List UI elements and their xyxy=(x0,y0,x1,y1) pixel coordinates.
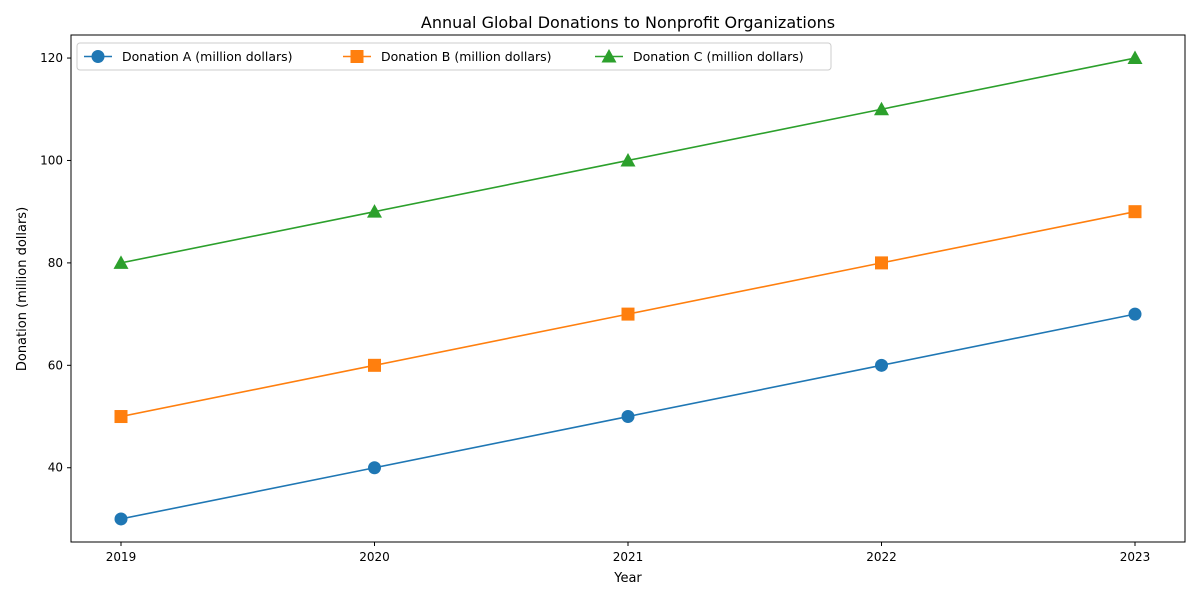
legend-label: Donation C (million dollars) xyxy=(633,49,804,64)
series-layer xyxy=(113,50,1143,526)
data-point xyxy=(1128,307,1142,321)
series-1 xyxy=(114,307,1142,526)
series-3 xyxy=(113,50,1143,269)
legend-box xyxy=(76,42,832,71)
legend-entry: Donation B (million dollars) xyxy=(343,49,552,64)
legend-marker xyxy=(601,49,617,63)
y-tick-label: 100 xyxy=(40,153,63,167)
legend-label: Donation A (million dollars) xyxy=(122,49,293,64)
data-point xyxy=(113,255,129,269)
data-point xyxy=(367,204,382,218)
data-point xyxy=(875,256,888,270)
data-point xyxy=(368,461,381,475)
data-point xyxy=(621,307,635,321)
chart-title: Annual Global Donations to Nonprofit Org… xyxy=(421,13,835,32)
y-axis-label: Donation (million dollars) xyxy=(15,207,30,371)
x-tick-label: 2019 xyxy=(106,550,137,564)
legend-label: Donation B (million dollars) xyxy=(381,49,552,64)
y-tick-label: 120 xyxy=(40,51,63,65)
x-tick-label: 2023 xyxy=(1120,550,1151,564)
x-tick-label: 2021 xyxy=(613,550,644,564)
y-tick-label: 80 xyxy=(48,256,63,270)
y-tick-label: 60 xyxy=(48,358,63,372)
legend-entry: Donation C (million dollars) xyxy=(595,49,804,64)
legend-marker xyxy=(350,50,364,63)
data-point xyxy=(620,152,636,167)
data-point xyxy=(874,101,889,116)
data-point xyxy=(1128,205,1142,219)
x-axis-label: Year xyxy=(613,571,642,586)
data-point xyxy=(1127,50,1143,65)
plot-area xyxy=(70,34,1186,543)
legend-marker xyxy=(91,50,105,63)
data-point xyxy=(114,410,128,424)
data-point xyxy=(114,512,128,526)
legend: Donation A (million dollars) Donation B (… xyxy=(76,42,832,71)
series-2 xyxy=(114,205,1142,424)
y-tick-label: 40 xyxy=(48,461,63,475)
x-axis: 2019 2020 2021 2022 2023 xyxy=(106,542,1151,564)
data-point xyxy=(621,410,635,424)
plot-frame xyxy=(70,34,1186,543)
x-tick-label: 2020 xyxy=(359,550,390,564)
y-axis: 40 60 80 100 120 xyxy=(40,51,71,475)
data-point xyxy=(368,358,381,372)
data-point xyxy=(875,358,888,372)
legend-entry: Donation A (million dollars) xyxy=(84,49,293,64)
x-tick-label: 2022 xyxy=(866,550,897,564)
